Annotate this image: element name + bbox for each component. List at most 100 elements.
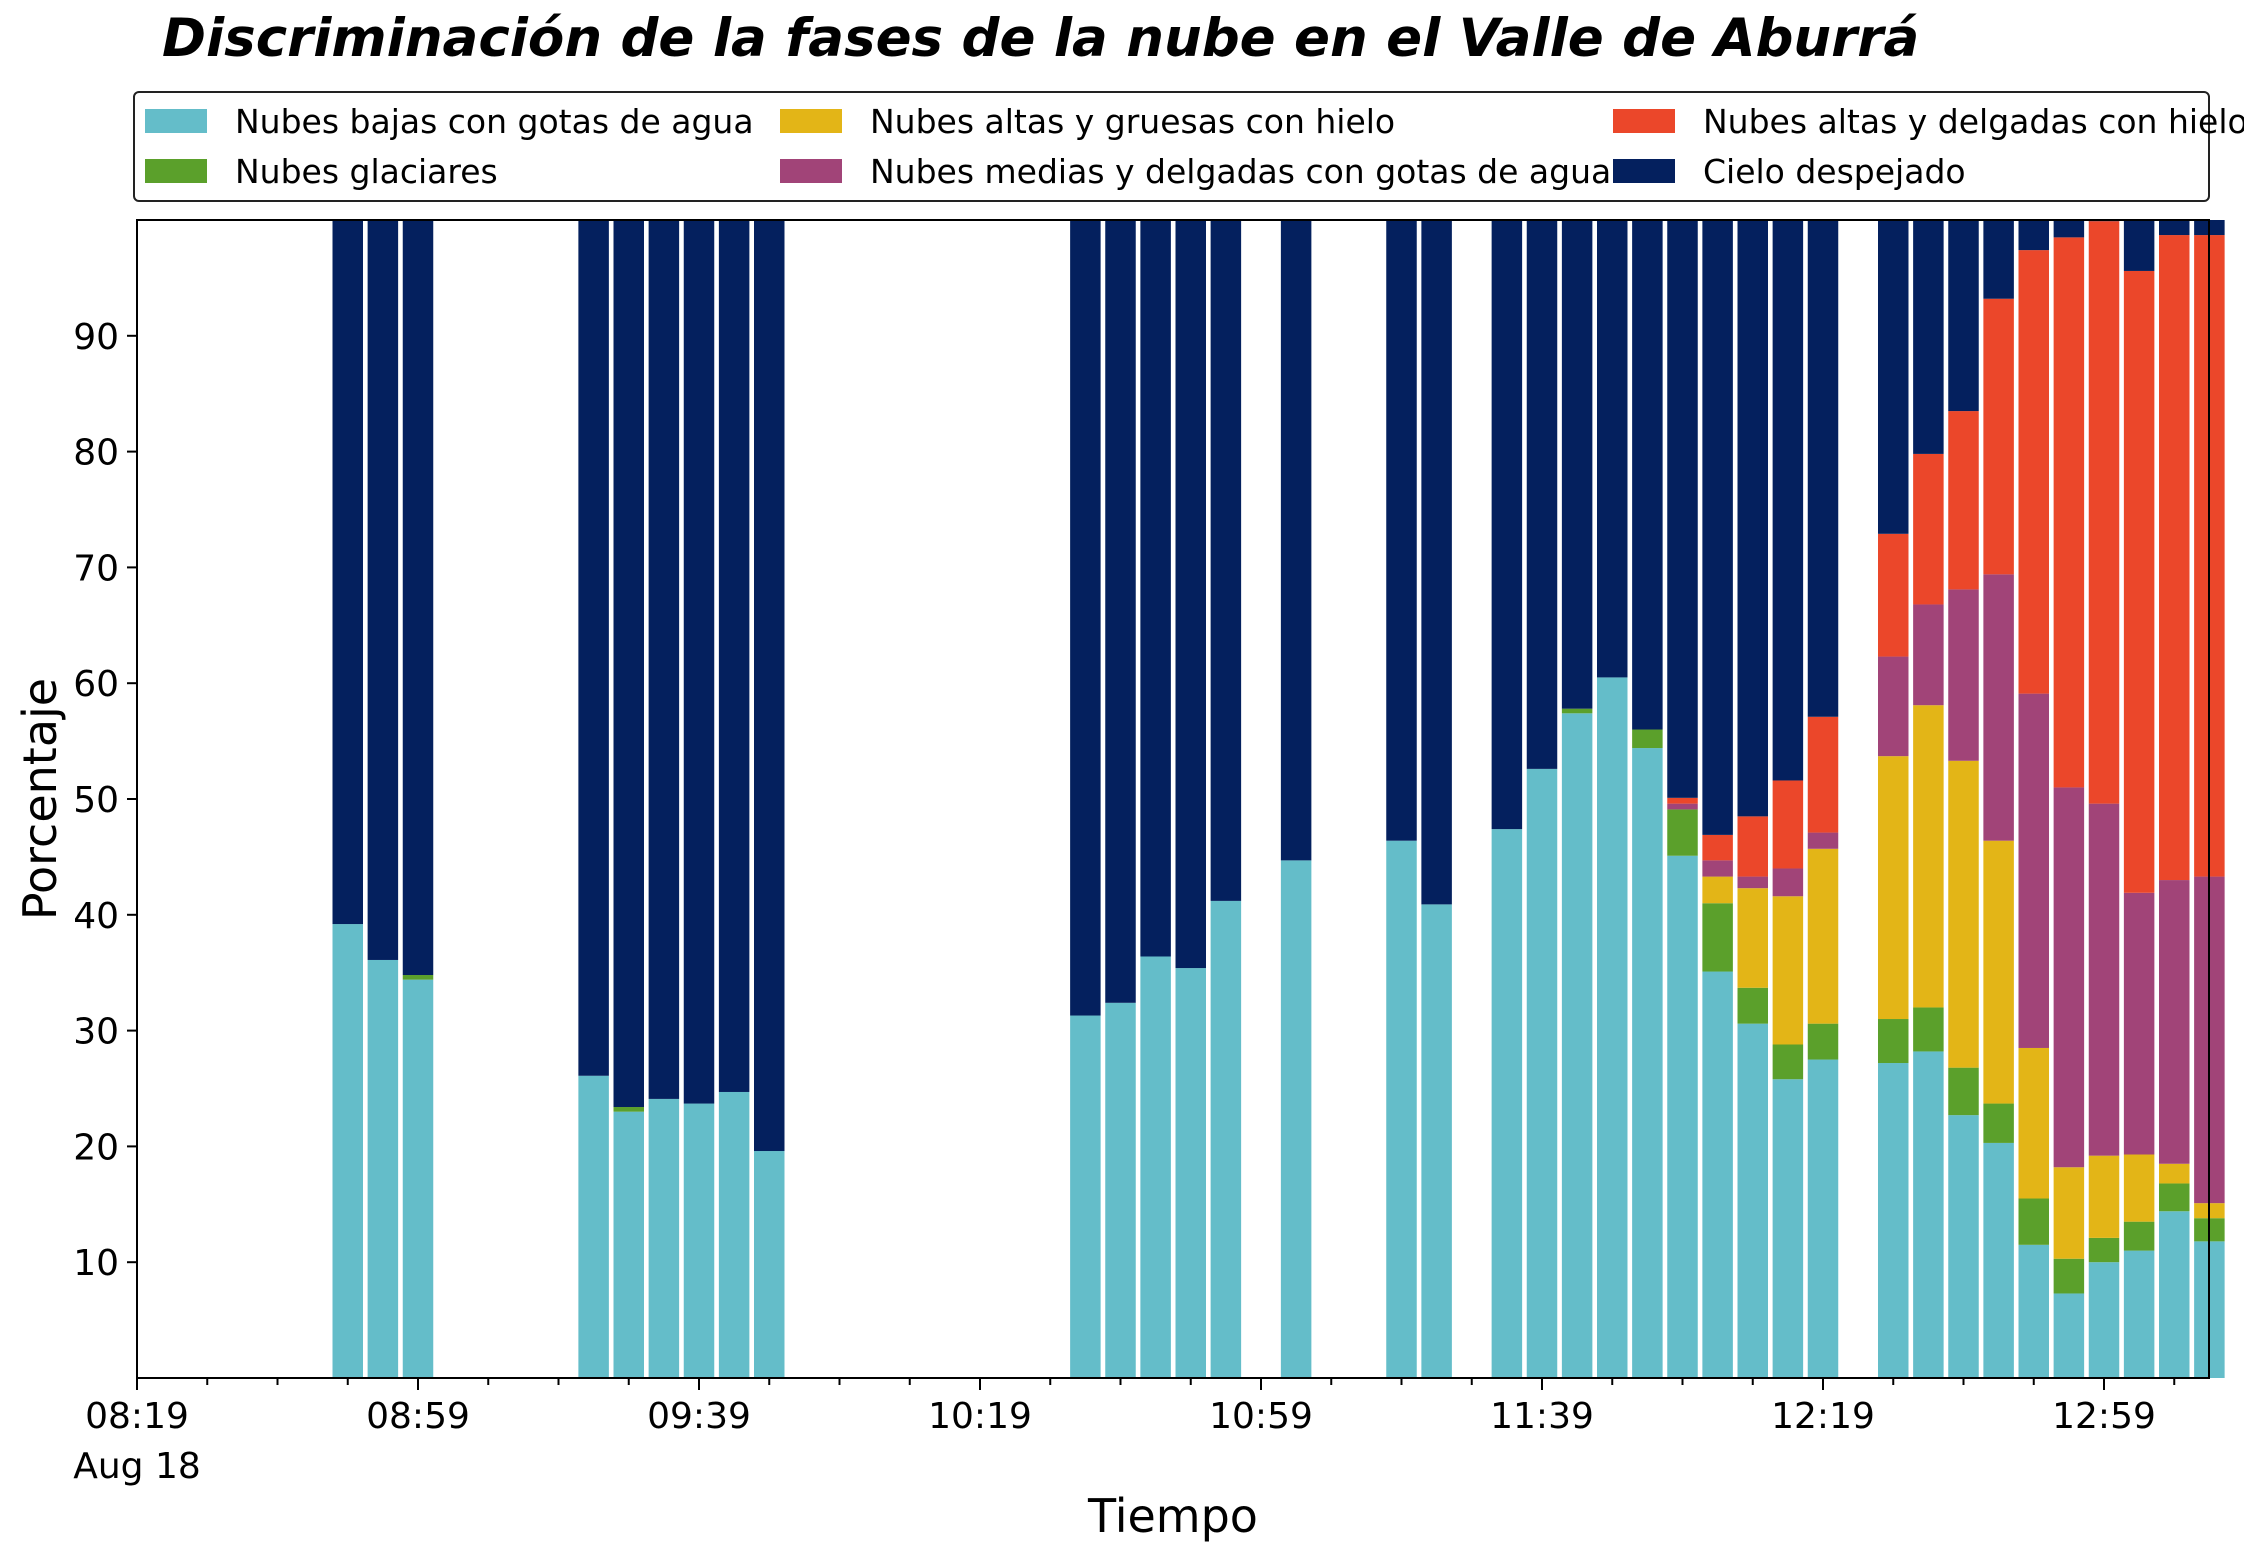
x-tick-label: 09:39	[647, 1396, 751, 1437]
bar-segment	[1737, 1023, 1768, 1378]
bar-segment	[1140, 220, 1171, 957]
bar-stack	[332, 220, 363, 1378]
legend-item: Nubes altas y delgadas con hielo	[1613, 101, 2244, 141]
x-tick-label: 11:39	[1490, 1396, 1594, 1437]
bar-segment	[2018, 1047, 2049, 1199]
bar-segment	[718, 220, 750, 1092]
legend-swatch	[1613, 159, 1675, 183]
bar-stack	[2159, 220, 2190, 1378]
bar-segment	[2159, 1183, 2190, 1212]
bar-stack	[2053, 220, 2085, 1378]
bar-segment	[1807, 716, 1839, 833]
legend-label: Nubes medias y delgadas con gotas de agu…	[870, 151, 1612, 191]
bar-segment	[1913, 1007, 1944, 1052]
bar-segment	[2159, 235, 2190, 881]
bar-segment	[1105, 1002, 1136, 1378]
bar-segment	[332, 220, 363, 925]
bar-segment	[2123, 1250, 2155, 1378]
bar-segment	[1807, 848, 1839, 1024]
bar-segment	[2159, 1163, 2190, 1184]
y-tick-label: 70	[73, 548, 119, 589]
bar-segment	[1421, 220, 1452, 905]
y-tick-label: 50	[73, 780, 119, 821]
x-tick-label: 12:59	[2052, 1396, 2156, 1437]
legend-label: Nubes bajas con gotas de agua	[235, 101, 754, 141]
bar-segment	[1983, 1103, 2014, 1143]
bar-stack	[1491, 220, 1523, 1378]
x-tick-label: 12:19	[1771, 1396, 1875, 1437]
legend-label: Nubes altas y delgadas con hielo	[1703, 101, 2244, 141]
bar-segment	[1737, 816, 1768, 877]
bar-segment	[1807, 832, 1839, 849]
bar-segment	[2088, 221, 2120, 804]
bar-stack	[1280, 220, 1312, 1378]
bar-segment	[1948, 1067, 1979, 1116]
bar-stack	[1913, 220, 1944, 1378]
bar-segment	[1667, 855, 1698, 1378]
bar-stack	[1386, 220, 1417, 1378]
y-tick-label: 10	[73, 1243, 119, 1284]
bar-segment	[1561, 220, 1593, 709]
bar-stack	[2088, 220, 2120, 1378]
y-tick-label: 30	[73, 1012, 119, 1053]
bar-segment	[613, 1111, 644, 1378]
bar-segment	[1913, 453, 1944, 605]
bar-stack	[2123, 220, 2155, 1378]
bar-segment	[754, 220, 785, 1152]
legend-label: Nubes glaciares	[235, 151, 498, 191]
y-tick-label: 20	[73, 1127, 119, 1168]
legend-item: Cielo despejado	[1613, 151, 1966, 191]
bar-segment	[718, 1091, 750, 1378]
bar-segment	[1807, 1023, 1839, 1060]
bar-segment	[1807, 220, 1839, 717]
bar-segment	[1702, 220, 1733, 835]
bar-segment	[2018, 1244, 2049, 1378]
bar-segment	[2123, 1154, 2155, 1222]
bar-segment	[1491, 829, 1523, 1378]
bar-segment	[2018, 693, 2049, 1048]
bar-segment	[1526, 768, 1558, 1378]
bar-segment	[2159, 880, 2190, 1164]
bar-segment	[2088, 1155, 2120, 1238]
axes-layer: 10 20 30 40 50 60 70 80 90 08:19 08:59 09:39 10:19 10…	[73, 317, 2176, 1437]
bar-stack	[1948, 220, 1979, 1378]
y-axis-label: Porcentaje	[13, 678, 67, 920]
bar-segment	[1210, 900, 1242, 1378]
bar-stack	[1526, 220, 1558, 1378]
x-tick-label: 08:19	[85, 1396, 189, 1437]
bar-segment	[1737, 987, 1768, 1024]
bar-segment	[613, 1107, 644, 1112]
bar-stack	[1175, 220, 1206, 1378]
bar-segment	[1878, 756, 1909, 1020]
bar-segment	[1210, 220, 1242, 901]
legend-item: Nubes bajas con gotas de agua	[145, 101, 754, 141]
bar-segment	[1386, 220, 1417, 841]
bar-segment	[1913, 705, 1944, 1008]
bar-stack	[1070, 220, 1101, 1378]
bar-segment	[1421, 904, 1452, 1378]
bar-segment	[1878, 1063, 1909, 1378]
bar-stack	[648, 220, 680, 1378]
bar-segment	[1913, 1051, 1944, 1378]
bar-segment	[1280, 220, 1312, 861]
bar-segment	[1632, 748, 1663, 1378]
bar-segment	[1948, 220, 1979, 412]
bar-segment	[332, 924, 363, 1378]
bar-stack	[683, 220, 715, 1378]
bar-segment	[367, 959, 399, 1378]
bar-segment	[1140, 956, 1171, 1378]
legend-swatch	[780, 109, 842, 133]
bar-segment	[2123, 270, 2155, 893]
bar-segment	[1702, 834, 1733, 861]
bar-segment	[1667, 220, 1698, 798]
bar-segment	[1561, 708, 1593, 714]
bar-segment	[683, 220, 715, 1104]
y-tick-label: 80	[73, 433, 119, 474]
bar-segment	[1772, 780, 1804, 869]
bar-segment	[1913, 220, 1944, 454]
bar-stack	[367, 220, 399, 1378]
bar-segment	[1597, 220, 1628, 678]
bar-stack	[718, 220, 750, 1378]
bar-segment	[1878, 533, 1909, 657]
